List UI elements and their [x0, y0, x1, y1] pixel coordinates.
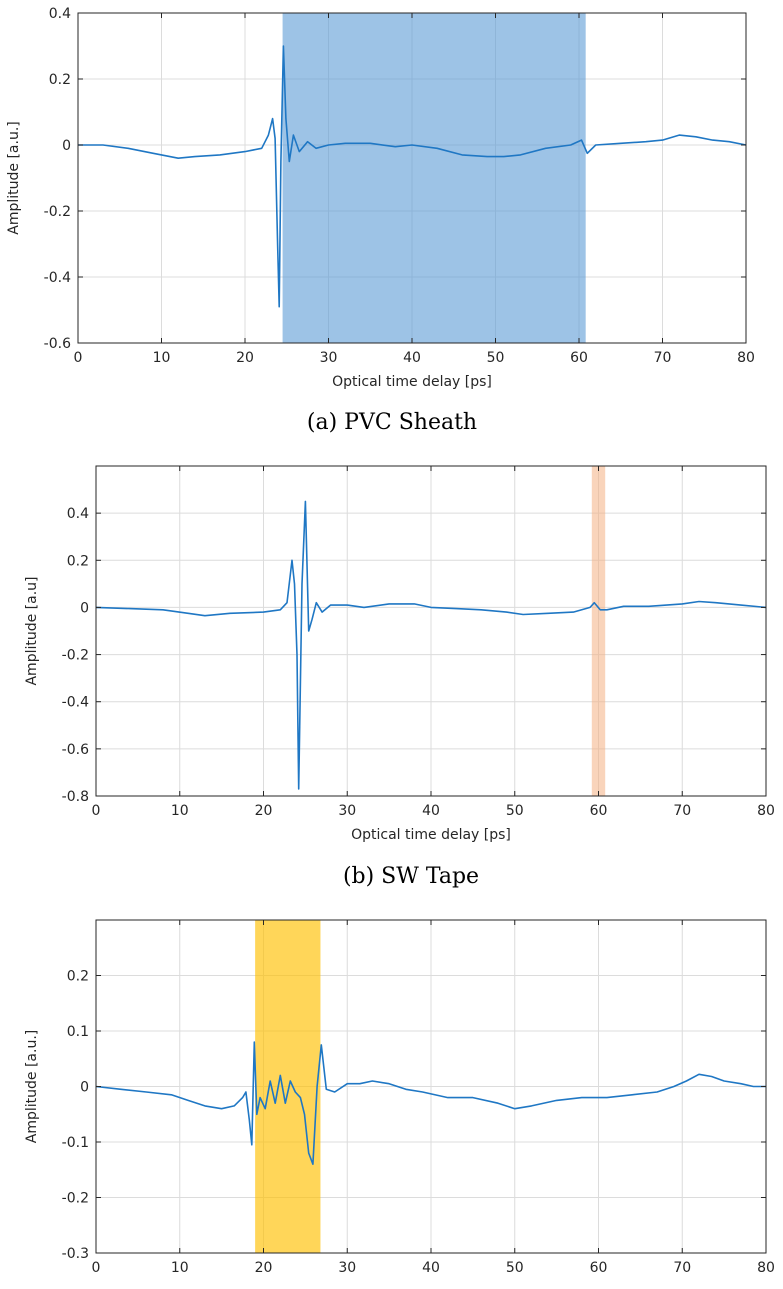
x-tick-label: 80 [757, 803, 775, 819]
chart-panel-2: 0 10 20 30 40 50 60 70 80 -0.8 -0.6 -0.4 -0.2 0 0.2 0.4… [24, 465, 775, 889]
y-tick-label: -0.6 [62, 742, 89, 758]
y-tick-label: 0.2 [67, 969, 89, 985]
x-tick-label: 60 [590, 1260, 608, 1276]
x-tick-label: 50 [487, 350, 505, 366]
y-tick-label: -0.2 [44, 204, 71, 220]
x-tick-label: 10 [171, 1260, 189, 1276]
y-tick-label: 0.4 [49, 6, 71, 22]
highlight-band [282, 13, 586, 343]
y-tick-label: -0.4 [44, 270, 71, 286]
x-tick-label: 40 [403, 350, 421, 366]
x-tick-label: 20 [236, 350, 254, 366]
x-tick-label: 30 [320, 350, 338, 366]
x-tick-label: 70 [673, 803, 691, 819]
y-tick-label: -0.8 [62, 789, 89, 805]
x-tick-label: 30 [338, 1260, 356, 1276]
x-tick-label: 10 [153, 350, 171, 366]
series-line-1 [95, 500, 767, 790]
y-tick-label: 0 [62, 138, 71, 154]
x-axis-label: Optical time delay [ps] [351, 827, 511, 843]
x-tick-label: 10 [171, 803, 189, 819]
y-tick-label: -0.2 [62, 1191, 89, 1207]
x-tick-label: 60 [570, 350, 588, 366]
x-tick-label: 0 [92, 1260, 101, 1276]
x-tick-label: 60 [590, 803, 608, 819]
panel-caption: (b) SW Tape [343, 864, 479, 889]
y-axis-label: Amplitude [a.u.] [6, 121, 22, 234]
x-tick-label: 40 [422, 803, 440, 819]
x-tick-label: 80 [737, 350, 755, 366]
x-tick-label: 0 [92, 803, 101, 819]
highlight-band [591, 466, 606, 796]
chart-panel-3: 0 10 20 30 40 50 60 70 80 -0.3 -0.2 -0.1 0 0.1 0.2 Ampl… [24, 919, 775, 1276]
y-axis-label: Amplitude [a.u] [24, 576, 40, 685]
x-axis-label: Optical time delay [ps] [332, 374, 492, 390]
x-tick-label: 30 [338, 803, 356, 819]
x-tick-label: 50 [506, 803, 524, 819]
panel-caption: (a) PVC Sheath [307, 410, 477, 435]
y-tick-label: 0 [80, 600, 89, 616]
y-tick-label: 0.2 [67, 553, 89, 569]
y-tick-label: -0.1 [62, 1135, 89, 1151]
y-tick-label: -0.2 [62, 648, 89, 664]
x-tick-label: 70 [654, 350, 672, 366]
y-tick-label: 0 [80, 1080, 89, 1096]
series-line-1 [78, 45, 747, 308]
x-tick-label: 20 [255, 1260, 273, 1276]
x-tick-label: 40 [422, 1260, 440, 1276]
chart-panel-1: 0 10 20 30 40 50 60 70 80 -0.6 -0.4 -0.2 0 0.2 0.4 Opti… [6, 6, 755, 435]
y-tick-label: -0.4 [62, 695, 89, 711]
y-tick-label: 0.2 [49, 72, 71, 88]
y-axis-label: Amplitude [a.u.] [24, 1030, 40, 1143]
x-tick-label: 20 [255, 803, 273, 819]
x-tick-label: 0 [74, 350, 83, 366]
y-tick-label: -0.6 [44, 336, 71, 352]
x-tick-label: 80 [757, 1260, 775, 1276]
y-tick-label: 0.4 [67, 506, 89, 522]
highlight-band [255, 920, 321, 1253]
y-tick-label: 0.1 [67, 1024, 89, 1040]
x-tick-label: 70 [673, 1260, 691, 1276]
series-line-1 [95, 1041, 766, 1165]
y-tick-label: -0.3 [62, 1246, 89, 1262]
x-tick-label: 50 [506, 1260, 524, 1276]
